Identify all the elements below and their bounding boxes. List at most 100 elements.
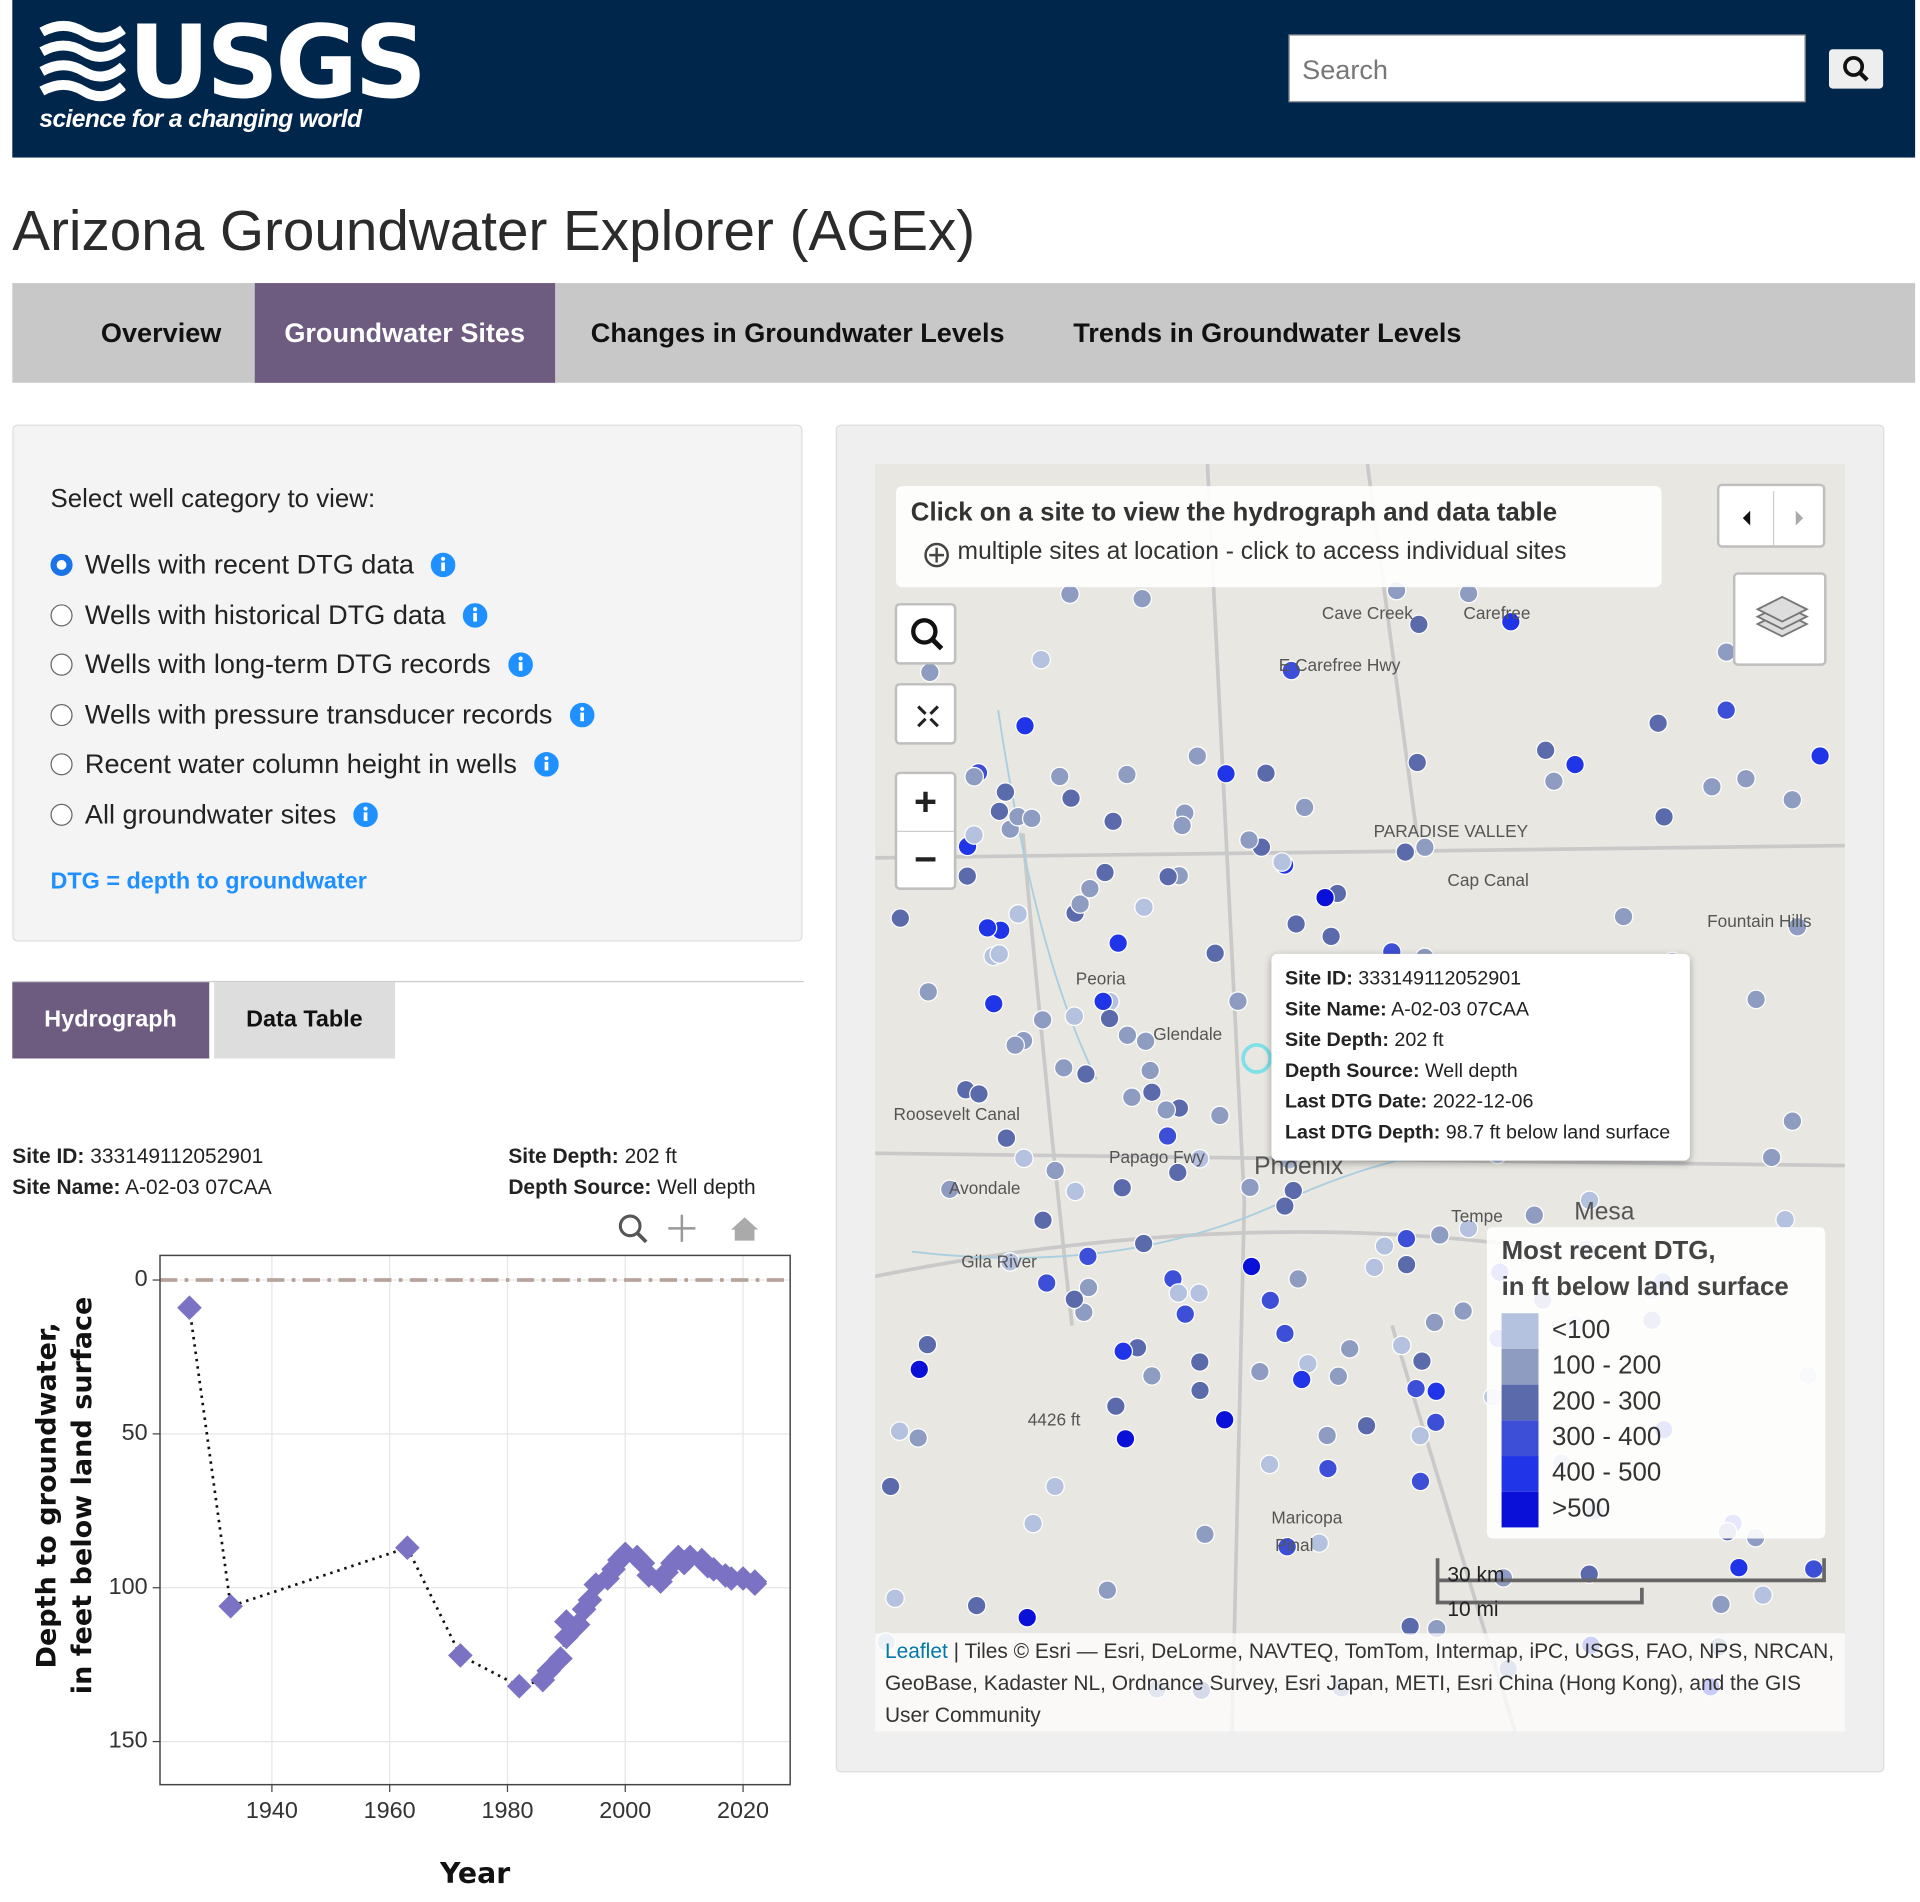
site-marker[interactable] (1099, 1008, 1120, 1029)
site-marker[interactable] (989, 801, 1010, 822)
site-marker[interactable] (1315, 887, 1335, 908)
site-marker[interactable] (1753, 1585, 1773, 1605)
site-marker[interactable] (885, 1588, 905, 1609)
search-input[interactable]: Search (1288, 34, 1806, 103)
site-marker[interactable] (908, 1428, 929, 1448)
site-marker[interactable] (964, 825, 984, 845)
site-marker[interactable] (939, 1179, 960, 1200)
option-row[interactable]: Wells with recent DTG data (50, 548, 456, 581)
info-icon[interactable] (431, 552, 456, 578)
info-icon[interactable] (507, 652, 533, 677)
option-row[interactable]: Wells with long-term DTG records (50, 648, 533, 681)
map[interactable]: Cave Creek Carefree E Carefree Hwy PARADISE… (875, 464, 1845, 1732)
site-marker[interactable] (1080, 878, 1100, 899)
site-marker[interactable] (1240, 1177, 1260, 1198)
site-marker[interactable] (1565, 754, 1585, 775)
site-marker[interactable] (1061, 788, 1081, 809)
site-marker[interactable] (1168, 1283, 1189, 1303)
site-marker[interactable] (957, 866, 978, 886)
site-marker[interactable] (1032, 1009, 1053, 1030)
site-marker[interactable] (1328, 1366, 1349, 1387)
site-marker[interactable] (1093, 991, 1114, 1012)
leaflet-link[interactable]: Leaflet (884, 1639, 948, 1663)
radio[interactable] (50, 553, 73, 577)
site-marker[interactable] (1033, 1210, 1053, 1231)
radio[interactable] (50, 753, 73, 776)
site-marker[interactable] (1291, 1369, 1312, 1390)
site-marker[interactable] (1241, 1256, 1262, 1277)
info-icon[interactable] (569, 702, 595, 727)
data-point[interactable] (448, 1643, 473, 1668)
radio[interactable] (50, 703, 73, 726)
site-marker[interactable] (1407, 752, 1428, 773)
site-marker[interactable] (1103, 811, 1123, 832)
option-row[interactable]: Recent water column height in wells (50, 748, 559, 780)
site-marker[interactable] (1105, 1396, 1126, 1417)
site-marker[interactable] (1076, 1064, 1096, 1084)
site-marker[interactable] (1190, 1380, 1210, 1401)
site-marker[interactable] (1140, 1060, 1161, 1081)
site-marker[interactable] (1374, 1236, 1395, 1256)
site-marker[interactable] (1426, 1381, 1447, 1402)
site-marker[interactable] (917, 1334, 938, 1355)
site-marker[interactable] (1339, 1338, 1360, 1359)
site-marker[interactable] (1135, 1031, 1156, 1052)
site-marker[interactable] (1283, 1180, 1304, 1201)
site-marker[interactable] (1272, 852, 1292, 872)
site-marker[interactable] (1133, 1233, 1154, 1254)
site-marker[interactable] (889, 1421, 910, 1442)
site-marker[interactable] (1294, 797, 1315, 818)
data-point[interactable] (565, 1612, 591, 1637)
option-label[interactable]: Wells with recent DTG data (84, 548, 414, 580)
radio[interactable] (50, 603, 73, 626)
site-marker[interactable] (996, 1128, 1017, 1148)
home-tool[interactable] (731, 1217, 759, 1241)
site-marker[interactable] (1648, 713, 1668, 734)
site-marker[interactable] (1317, 1425, 1338, 1446)
option-label[interactable]: Wells with long-term DTG records (84, 648, 491, 680)
site-marker[interactable] (1172, 815, 1193, 836)
option-label[interactable]: All groundwater sites (84, 798, 337, 829)
site-marker[interactable] (1117, 1025, 1138, 1046)
site-marker[interactable] (1142, 1366, 1162, 1386)
site-marker[interactable] (1396, 1254, 1417, 1275)
nav-item[interactable]: Overview (100, 317, 222, 349)
site-marker[interactable] (1064, 1006, 1085, 1027)
data-point[interactable] (218, 1593, 243, 1619)
site-marker[interactable] (1228, 991, 1248, 1012)
site-marker[interactable] (1158, 866, 1178, 887)
site-marker[interactable] (1260, 1290, 1281, 1311)
logo[interactable]: USGS (128, 4, 427, 122)
site-marker[interactable] (1736, 768, 1756, 789)
site-marker[interactable] (920, 662, 940, 683)
site-marker[interactable] (1031, 649, 1051, 670)
site-marker[interactable] (1425, 1412, 1446, 1433)
site-marker[interactable] (1410, 1425, 1431, 1446)
site-marker[interactable] (1205, 943, 1226, 964)
site-marker[interactable] (1015, 715, 1035, 736)
site-marker[interactable] (1364, 1257, 1385, 1278)
site-marker[interactable] (1274, 1196, 1295, 1216)
zoom-out[interactable]: − (914, 836, 938, 882)
site-marker[interactable] (1702, 776, 1722, 797)
tab[interactable]: Hydrograph (12, 982, 209, 1059)
site-marker[interactable] (1775, 1209, 1795, 1230)
site-marker[interactable] (1500, 611, 1521, 632)
site-marker[interactable] (1117, 764, 1137, 785)
data-point[interactable] (648, 1569, 673, 1594)
site-marker[interactable] (1410, 1471, 1431, 1492)
site-marker[interactable] (1064, 1289, 1085, 1310)
site-marker[interactable] (1761, 1147, 1782, 1168)
site-marker[interactable] (1716, 700, 1737, 721)
site-marker[interactable] (1613, 906, 1634, 927)
search-control[interactable] (894, 603, 957, 665)
option-label[interactable]: Wells with pressure transducer records (84, 698, 553, 730)
site-marker[interactable] (1424, 1312, 1445, 1333)
data-point[interactable] (177, 1295, 202, 1321)
site-marker[interactable] (1277, 1536, 1298, 1557)
site-marker[interactable] (1049, 766, 1070, 787)
pan-tool[interactable] (668, 1214, 696, 1242)
site-marker[interactable] (1189, 1352, 1210, 1372)
data-point[interactable] (554, 1624, 579, 1650)
site-marker[interactable] (1134, 897, 1154, 918)
